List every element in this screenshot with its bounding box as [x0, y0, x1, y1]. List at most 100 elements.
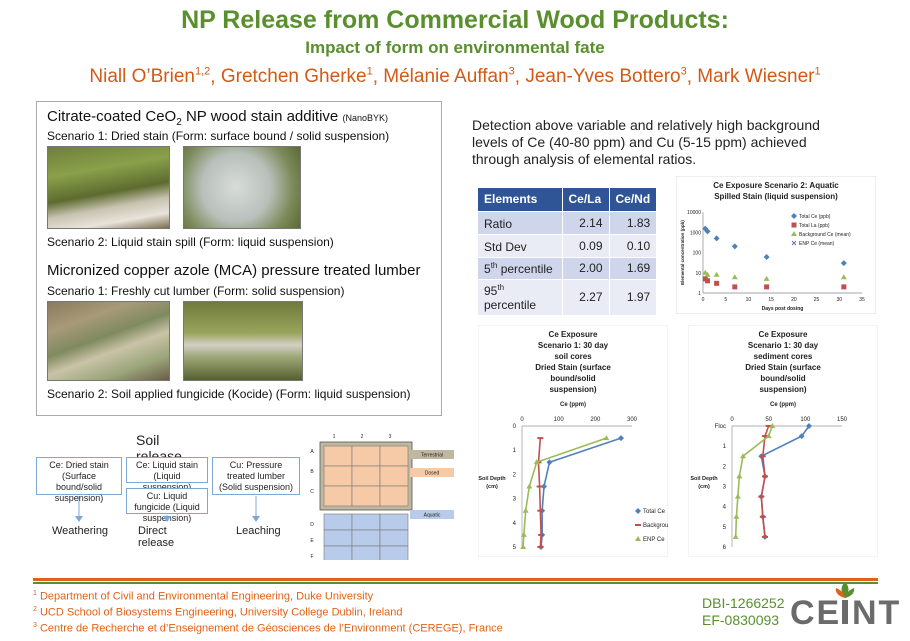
ce-scenario-1: Scenario 1: Dried stain (Form: surface b…: [47, 129, 390, 143]
grid-col-label: 3: [389, 434, 392, 440]
data-point: [713, 271, 720, 277]
data-point: [522, 507, 529, 513]
y-tick-label: 10000: [687, 210, 701, 216]
poster-title: NP Release from Commercial Wood Products…: [181, 6, 729, 34]
y-tick-label: 1000: [690, 230, 701, 236]
data-point: [765, 425, 772, 427]
data-point: [731, 274, 738, 280]
chart-title: Ce Exposure: [549, 330, 598, 339]
cu-fungicide-box: Cu: Liquid fungicide (Liquid suspension): [126, 488, 208, 523]
aquatic-cell: [379, 529, 409, 547]
legend-label: Aquatic: [424, 513, 441, 519]
aquatic-cell: [323, 529, 353, 547]
table-header: Elements: [478, 188, 563, 211]
author-name: Niall O’Brien1,2: [89, 66, 211, 88]
fungicide-photo: [183, 301, 303, 381]
data-point: [841, 284, 847, 290]
y-tick-label: Floc: [715, 424, 726, 430]
chart-frame: [688, 325, 878, 557]
y-tick-label: 100: [693, 251, 702, 257]
dosed-cell: [379, 485, 409, 507]
chart-frame: [676, 176, 876, 314]
table-row: 5th percentile 2.00 1.69: [478, 256, 658, 279]
grid-row-label: C: [310, 489, 314, 495]
data-point: [732, 533, 739, 539]
x-axis-label: Ce (ppm): [560, 402, 586, 408]
data-point: [732, 284, 738, 290]
chart-frame: [478, 325, 668, 557]
x-tick-label: 100: [800, 417, 811, 423]
data-point: [526, 483, 533, 489]
x-tick-label: 300: [627, 417, 638, 423]
x-axis-label: Ce (ppm): [770, 402, 796, 408]
legend-swatch: [410, 468, 454, 477]
x-tick-label: 50: [765, 417, 772, 423]
ce-liquid-box: Ce: Liquid stain (Liquid suspension): [126, 457, 208, 492]
grid-col-label: 1: [333, 434, 336, 440]
ceint-logo: CE NT: [790, 582, 900, 641]
dosed-cell: [323, 465, 353, 487]
data-point: [840, 274, 847, 280]
legend-label: Total La (ppb): [799, 223, 830, 229]
x-tick-label: 0: [520, 417, 524, 423]
y-axis-label: (cm): [698, 484, 710, 490]
chart-title: Ce Exposure Scenario 2: Aquatic: [713, 181, 839, 190]
legend-marker: [635, 508, 641, 514]
divider-green: [33, 582, 878, 584]
grid-row-label: D: [310, 522, 314, 528]
chart-title: suspension): [549, 385, 596, 394]
series-line: [537, 438, 542, 548]
legend-marker: [791, 231, 797, 236]
table-row: Ratio 2.14 1.83: [478, 210, 658, 234]
y-axis-label: Elemental concentration (ppb): [680, 220, 685, 285]
y-tick-label: 1: [723, 444, 727, 450]
data-point: [520, 544, 527, 549]
legend-marker: [791, 213, 797, 219]
sediment-core-chart: Ce Exposure Scenario 1: 30 day sediment co…: [688, 325, 878, 557]
legend-marker: [635, 536, 641, 541]
data-point: [762, 535, 768, 538]
author-name: Gretchen Gherke1: [220, 66, 373, 88]
y-tick-label: 6: [723, 545, 727, 551]
x-tick-label: 5: [724, 297, 727, 303]
footnote-3: 3 Centre de Recherche et d’Enseignement …: [33, 622, 503, 635]
x-tick-label: 150: [837, 417, 848, 423]
data-point: [740, 453, 746, 459]
cu-scenario-2: Scenario 2: Soil applied fungicide (Koci…: [47, 387, 411, 401]
data-point: [731, 243, 738, 250]
chart-title: Scenario 1: 30 day: [538, 341, 609, 350]
cu-scenario-1: Scenario 1: Freshly cut lumber (Form: so…: [47, 284, 345, 298]
legend-label: ENP Ce (mean): [799, 241, 835, 247]
copper-heading: Micronized copper azole (MCA) pressure t…: [47, 262, 421, 279]
aquatic-cell: [351, 513, 381, 531]
data-point: [538, 533, 545, 536]
dosed-cell: [379, 445, 409, 467]
table-row: Std Dev 0.09 0.10: [478, 233, 658, 257]
grant-1: DBI-1266252: [702, 595, 785, 611]
legend-label: Total Ce (ppb): [799, 214, 831, 220]
author-name: Mélanie Auffan3: [383, 66, 515, 88]
dosed-cell: [351, 445, 381, 467]
aquatic-cell: [379, 513, 409, 531]
materials-panel: Citrate-coated CeO2 NP wood stain additi…: [36, 101, 442, 416]
grid-row-label: A: [310, 449, 314, 455]
legend-label: Dosed: [425, 471, 440, 477]
y-tick-label: 2: [723, 464, 727, 470]
y-tick-label: 3: [513, 497, 517, 503]
y-tick-label: 5: [513, 545, 517, 551]
data-point: [541, 483, 547, 490]
y-tick-label: 3: [723, 485, 727, 491]
series-line: [522, 437, 607, 548]
table-header: Ce/La: [562, 188, 610, 211]
legend-label: Terrestrial: [421, 453, 443, 459]
data-point: [763, 275, 770, 281]
x-tick-label: 0: [730, 417, 734, 423]
chart-title: sediment cores: [754, 352, 813, 361]
data-point: [546, 459, 553, 466]
table-row: 95th percentile 2.27 1.97: [478, 278, 658, 315]
legend-label: ENP Ce: [643, 537, 665, 543]
chart-title: Spilled Stain (liquid suspension): [714, 192, 838, 201]
y-tick-label: 10: [695, 271, 701, 277]
chart-title: Scenario 1: 30 day: [748, 341, 819, 350]
legend-label: Total Ce: [643, 509, 666, 515]
